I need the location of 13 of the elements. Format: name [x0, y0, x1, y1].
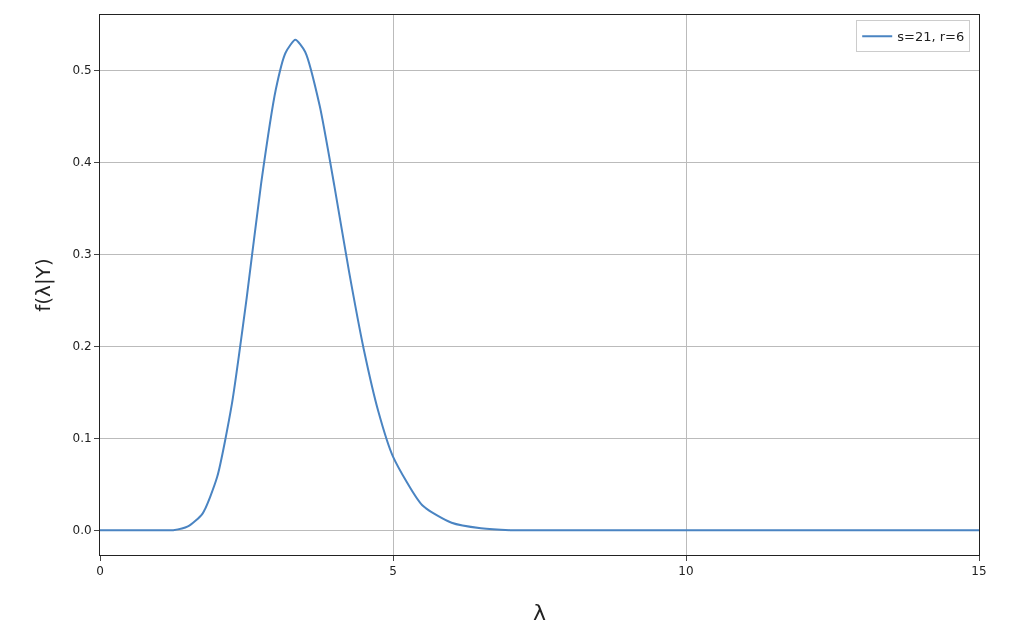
y-axis-title: f(λ|Y) — [31, 258, 55, 312]
y-tick-label: 0.0 — [72, 523, 92, 538]
x-tick-label: 5 — [389, 564, 397, 579]
y-tick-label: 0.3 — [72, 247, 92, 262]
legend-label: s=21, r=6 — [897, 29, 965, 45]
y-tick-label: 0.4 — [72, 155, 92, 170]
y-tick-label: 0.1 — [72, 431, 92, 446]
y-tick-label: 0.2 — [72, 339, 92, 354]
x-tick-label: 15 — [971, 564, 987, 579]
y-tick-label: 0.5 — [72, 63, 92, 78]
x-tick-label: 0 — [96, 564, 104, 579]
x-tick-label: 10 — [678, 564, 694, 579]
x-axis-title: λ — [532, 600, 547, 625]
